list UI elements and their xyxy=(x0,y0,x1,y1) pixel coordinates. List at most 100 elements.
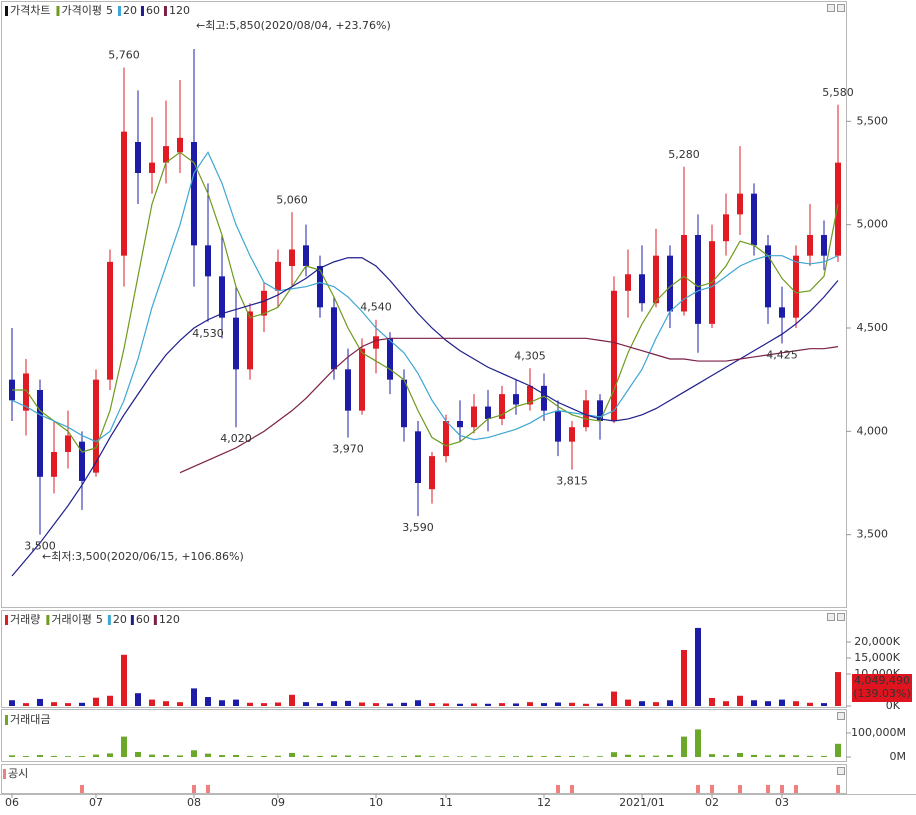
candle-body xyxy=(541,385,547,411)
legend-swatch xyxy=(153,615,157,625)
bar xyxy=(625,699,631,706)
x-tick-label: 08 xyxy=(187,796,201,809)
candle-body xyxy=(247,311,253,370)
bar xyxy=(597,703,603,706)
candle-body xyxy=(233,317,239,370)
price-annotation: 4,305 xyxy=(514,349,546,362)
legend-swatch xyxy=(130,615,134,625)
price-annotation: 4,020 xyxy=(220,432,252,445)
legend-label: 60 xyxy=(136,613,150,626)
event-bar xyxy=(206,785,210,793)
bar xyxy=(527,702,533,706)
bar xyxy=(121,654,127,706)
bar xyxy=(9,700,15,706)
bar xyxy=(345,700,351,706)
legend-swatch xyxy=(5,715,8,725)
price-annotation: 5,760 xyxy=(108,49,140,62)
candle-body xyxy=(275,261,281,291)
candle-body xyxy=(737,193,743,215)
legend-swatch xyxy=(3,769,6,779)
bar xyxy=(695,729,701,757)
ma-line xyxy=(179,337,839,474)
y-tick-label: 5,500 xyxy=(857,114,889,127)
bar xyxy=(751,754,757,757)
event-bar xyxy=(794,785,798,793)
last-value-box xyxy=(852,674,912,702)
bar xyxy=(79,702,85,706)
x-tick-label: 06 xyxy=(5,796,19,809)
legend-label: 20 xyxy=(123,4,137,17)
bar xyxy=(555,702,561,706)
bar xyxy=(415,700,421,706)
bar xyxy=(233,754,239,757)
x-tick-label: 12 xyxy=(537,796,551,809)
bar xyxy=(331,755,337,757)
bar xyxy=(611,752,617,757)
bar xyxy=(667,754,673,757)
bar xyxy=(415,755,421,757)
bar xyxy=(709,698,715,706)
event-bar xyxy=(696,785,700,793)
y-tick-label: 100,000M xyxy=(851,726,906,739)
bar xyxy=(205,753,211,757)
candle-body xyxy=(387,338,393,380)
candle-body xyxy=(779,307,785,318)
bar xyxy=(807,755,813,757)
candle-body xyxy=(359,348,365,411)
bar xyxy=(401,756,407,757)
candle-body xyxy=(219,276,225,318)
bar xyxy=(191,750,197,757)
candle-body xyxy=(93,379,99,473)
candle-body xyxy=(555,410,561,442)
bar xyxy=(695,627,701,706)
candle-body xyxy=(583,400,589,428)
candle-body xyxy=(345,369,351,411)
bar xyxy=(723,701,729,706)
candle-body xyxy=(625,274,631,291)
bar xyxy=(821,703,827,706)
price-annotation: 4,530 xyxy=(192,327,224,340)
x-tick-label: 09 xyxy=(271,796,285,809)
price-annotation: 5,280 xyxy=(668,148,700,161)
x-tick-label: 11 xyxy=(439,796,453,809)
last-value-label: (139.03%) xyxy=(853,687,911,700)
event-bar xyxy=(780,785,784,793)
legend-label: 20 xyxy=(113,613,127,626)
x-tick-label: 07 xyxy=(89,796,103,809)
bar xyxy=(303,755,309,757)
bar xyxy=(135,751,141,757)
bar xyxy=(387,756,393,757)
bar xyxy=(9,755,15,757)
bar xyxy=(709,754,715,757)
legend-label: 60 xyxy=(146,4,160,17)
bar xyxy=(653,702,659,706)
candle-body xyxy=(597,400,603,421)
y-tick-label: 0M xyxy=(890,750,907,763)
bar xyxy=(737,695,743,706)
event-bar xyxy=(738,785,742,793)
bar xyxy=(751,700,757,706)
legend-label: 거래량 xyxy=(10,613,40,626)
bar xyxy=(835,743,841,757)
bar xyxy=(821,755,827,757)
bar xyxy=(359,755,365,757)
candle-body xyxy=(135,142,141,173)
bar xyxy=(275,702,281,706)
legend-swatch xyxy=(46,615,50,625)
legend-label: 5 xyxy=(96,613,103,626)
event-bar xyxy=(556,785,560,793)
bar xyxy=(513,756,519,757)
candle-body xyxy=(695,235,701,324)
bar xyxy=(373,756,379,757)
bar xyxy=(205,697,211,706)
bar xyxy=(765,755,771,757)
candle-body xyxy=(65,435,71,452)
y-tick-label: 3,500 xyxy=(857,528,889,541)
bar xyxy=(303,702,309,706)
candle-body xyxy=(667,255,673,312)
y-tick-label: 0K xyxy=(886,699,901,712)
bar xyxy=(23,756,29,757)
bar xyxy=(247,755,253,757)
